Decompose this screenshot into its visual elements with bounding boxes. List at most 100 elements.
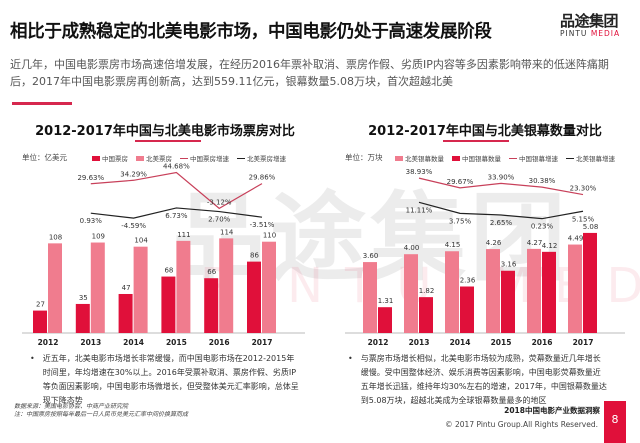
legend-item: 中国票房增速 [180,153,229,163]
intro-text: 近几年，中国电影票房市场高速倍增发展，在经历2016年票补取消、票房作假、劣质I… [10,58,609,88]
line-北美票房增速 [90,207,263,219]
bar-中国银幕数量 [419,297,433,333]
x-tick-label: 2012 [368,338,389,347]
bar-中国银幕数量 [501,270,515,333]
chart-title-right: 2012-2017年中国与北美银幕数量对比 [368,124,602,139]
note-right: • 与票房市场增长相似，北美电影市场较为成熟，荧幕数量近几年增长缓慢。受中国整体经… [348,352,608,408]
page-number: 8 [604,401,626,443]
line-中国银幕增速 [418,177,584,196]
line-value-label: 6.73% [165,212,188,220]
legend-item: 北美银幕增速 [566,153,615,163]
line-中国票房增速 [90,171,263,210]
legend-item: 中国银幕增速 [509,153,558,163]
bar-中国票房 [204,278,219,333]
line-value-label: 33.90% [488,173,515,181]
logo-en-a: PINTU [560,29,591,38]
unit-label-left: 单位：亿美元 [22,153,67,162]
bar-北美银幕数量 [568,244,582,333]
line-value-label: -3.12% [207,198,232,206]
x-tick-label: 2016 [532,338,553,347]
legend-item: 北美银幕数量 [395,153,444,163]
line-value-label: 38.93% [406,168,433,176]
bar-value-label: 104 [134,237,148,245]
bar-value-label: 4.15 [445,241,461,249]
bar-value-label: 2.36 [460,277,476,285]
bar-中国票房 [247,261,261,333]
divider [443,140,509,142]
line-value-label: 29.63% [77,174,104,182]
report-title: 2018中国电影产业数据洞察 [504,406,600,415]
bar-value-label: 47 [122,284,131,292]
bar-中国银幕数量 [378,307,392,333]
line-北美银幕增速 [418,201,584,220]
x-tick-label: 2015 [166,338,187,347]
line-value-label: 0.93% [80,217,103,225]
bar-value-label: 4.27 [527,239,543,247]
source-notes: 数据来源：美国电影协会、中商产业研究院 注：中国票房按照每年最后一日人民币兑美元汇… [14,403,188,419]
x-tick-label: 2015 [491,338,512,347]
bar-北美票房 [133,246,148,333]
bar-value-label: 27 [36,301,45,309]
note-right-text: 与票房市场增长相似，北美电影市场较为成熟，荧幕数量近几年增长缓慢。受中国整体经济… [360,354,607,405]
x-tick-label: 2017 [573,338,594,347]
bar-北美票房 [262,241,276,333]
line-value-label: 11.11% [406,206,433,214]
legend-right: 北美银幕数量 中国银幕数量 中国银幕增速 北美银幕增速 [395,153,615,163]
bar-中国银幕数量 [542,251,556,333]
line-value-label: 23.30% [570,185,597,193]
bar-value-label: 111 [177,231,190,239]
x-tick-label: 2013 [80,338,101,347]
bar-value-label: 109 [92,233,105,241]
line-value-label: 29.67% [447,178,474,186]
logo-en-b: MEDIA [590,29,621,38]
x-tick-label: 2017 [252,338,273,347]
line-value-label: -3.51% [250,221,275,229]
bar-北美银幕数量 [404,254,418,333]
bar-中国银幕数量 [583,232,597,333]
bar-value-label: 110 [263,232,276,240]
divider [12,102,72,105]
bar-value-label: 114 [220,228,234,236]
line-value-label: 44.68% [163,162,190,170]
line-value-label: 2.65% [490,219,513,227]
legend-item: 北美票房 [136,153,172,163]
bullet: • [30,354,35,363]
bar-中国票房 [161,276,176,333]
chart-title-left: 2012-2017年中国与北美电影市场票房对比 [35,124,295,139]
bar-北美票房 [90,242,105,333]
bullet: • [348,354,353,363]
source-text: 数据来源：美国电影协会、中商产业研究院 [14,403,129,410]
line-value-label: 3.75% [449,217,472,225]
page-title: 相比于成熟稳定的北美电影市场，中国电影仍处于高速发展阶段 [10,22,492,42]
x-tick-label: 2014 [450,338,471,347]
bar-value-label: 108 [49,233,62,241]
bar-北美票房 [176,240,191,333]
logo-subtitle: PINTU MEDIA [560,29,620,38]
note-left: • 近五年，北美电影市场增长非常缓慢，而中国电影市场在2012-2015年时间里，… [30,352,300,408]
bar-value-label: 3.16 [501,261,517,269]
bar-value-label: 66 [207,268,216,276]
legend-item: 中国银幕数量 [452,153,501,163]
unit-label-right: 单位：万块 [345,153,383,162]
note-text: 注：中国票房按照每年最后一日人民币兑美元汇率中间价换算而成 [14,411,189,418]
legend-item: 中国票房 [92,153,128,163]
divider [135,140,201,142]
line-value-label: 5.15% [572,215,595,223]
x-tick-label: 2016 [209,338,230,347]
bar-value-label: 3.60 [363,252,379,260]
bar-中国票房 [33,310,47,333]
bar-value-label: 86 [250,252,259,260]
bar-北美银幕数量 [527,248,541,333]
bar-value-label: 35 [79,294,88,302]
bar-中国票房 [118,293,133,333]
bar-北美票房 [219,238,234,333]
bar-value-label: 4.26 [486,239,502,247]
bar-北美银幕数量 [363,262,377,333]
bar-value-label: 4.12 [542,242,558,250]
bar-value-label: 68 [164,267,173,275]
x-tick-label: 2014 [123,338,144,347]
bar-value-label: 1.31 [378,297,394,305]
bar-value-label: 5.08 [583,223,599,231]
line-value-label: 0.23% [531,223,554,231]
